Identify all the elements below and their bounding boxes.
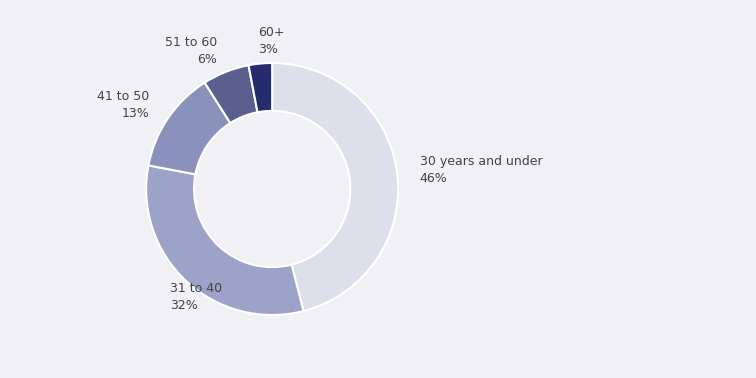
Wedge shape	[146, 166, 303, 315]
Wedge shape	[148, 83, 231, 174]
Wedge shape	[272, 63, 398, 311]
Wedge shape	[249, 63, 272, 112]
Text: 31 to 40
32%: 31 to 40 32%	[170, 282, 222, 312]
Wedge shape	[205, 65, 258, 123]
Text: 60+
3%: 60+ 3%	[258, 26, 285, 56]
Text: 30 years and under
46%: 30 years and under 46%	[420, 155, 542, 185]
Text: 51 to 60
6%: 51 to 60 6%	[165, 36, 218, 66]
Text: 41 to 50
13%: 41 to 50 13%	[97, 90, 149, 121]
